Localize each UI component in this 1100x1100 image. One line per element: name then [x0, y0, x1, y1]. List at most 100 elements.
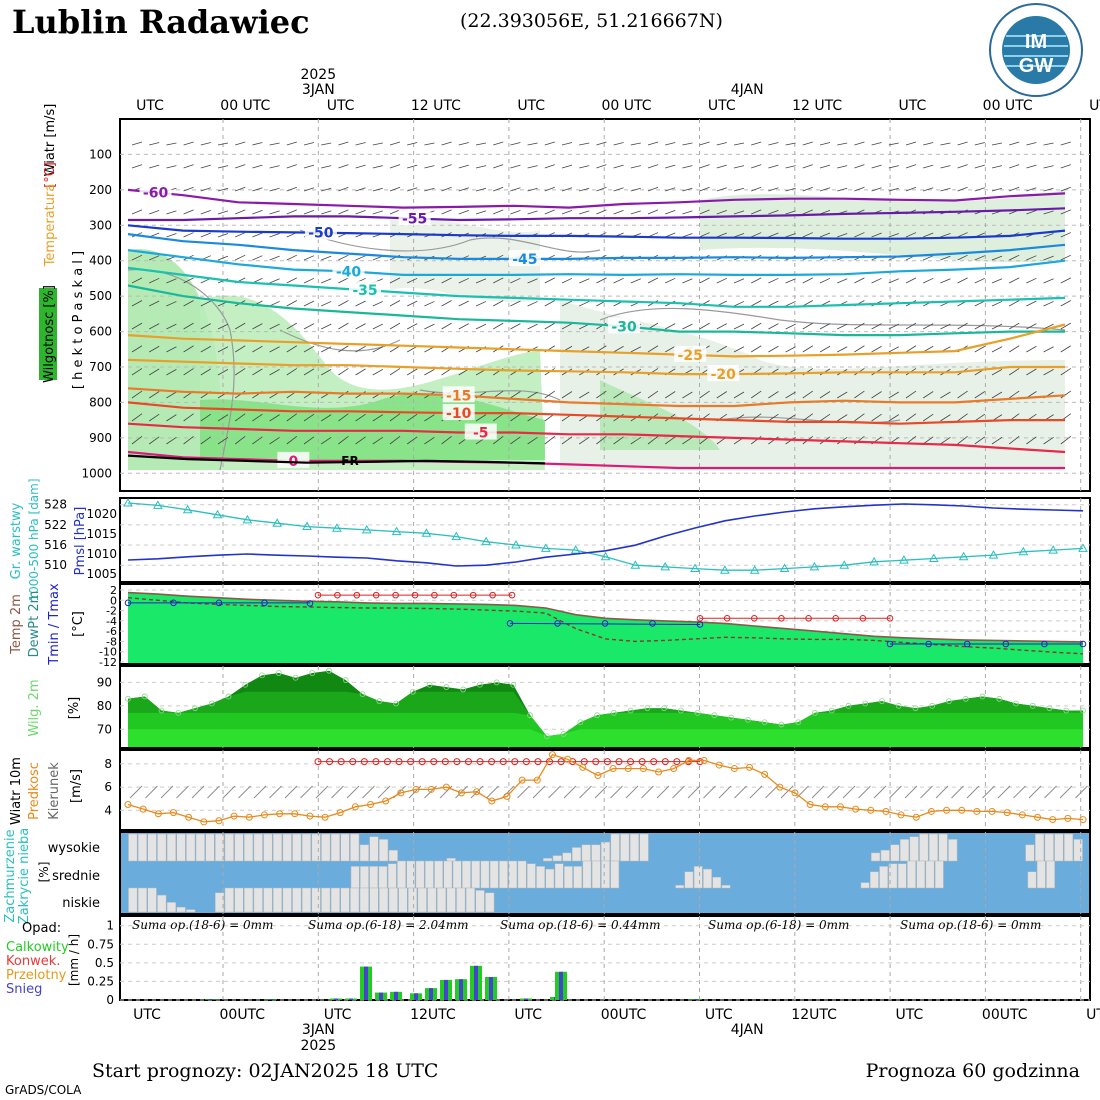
thickness-point — [182, 504, 193, 514]
wind-barb — [682, 165, 693, 169]
wind-barb — [837, 346, 848, 353]
humidity2m-label: Wilg. 2m — [27, 679, 42, 736]
temp-tick: -2 — [106, 605, 117, 618]
wind-barb — [1060, 141, 1071, 146]
cloud-bar — [292, 833, 302, 862]
wind-barb — [802, 300, 813, 307]
humidity-point — [309, 670, 316, 676]
pressure-tick: 600 — [89, 325, 112, 339]
thickness-point — [690, 563, 700, 573]
isotherm-label: -10 — [446, 406, 472, 422]
cloud-bar — [424, 860, 434, 889]
wind-barb — [1060, 345, 1072, 353]
thickness-point — [779, 563, 790, 573]
wind-barb — [613, 277, 624, 284]
wind-barb — [286, 277, 297, 284]
wind-barb — [579, 210, 590, 215]
wind-barb — [596, 186, 607, 192]
wind-barb — [561, 210, 573, 215]
wind-barb — [235, 232, 246, 238]
wind-barb — [940, 323, 951, 330]
wind-barb — [544, 186, 555, 192]
wind-barb — [338, 322, 349, 330]
wind-speed-point — [973, 807, 981, 815]
wind-barb — [355, 164, 366, 169]
wind-barb — [510, 391, 521, 399]
wind-barb — [475, 301, 487, 307]
wind-barb — [768, 300, 779, 307]
top-time-label: 00 UTC — [601, 98, 651, 114]
humidity-point — [912, 705, 919, 712]
thickness-unit-label: 1000-500 hPa [dam] — [27, 478, 41, 601]
wind-direction-tick — [780, 785, 794, 799]
wind-barb — [1026, 436, 1037, 445]
wind-barb — [407, 142, 418, 146]
wind-direction-tick — [749, 785, 763, 799]
cloud-bar — [639, 833, 649, 862]
wind-barb — [372, 301, 383, 307]
wind-speed-point — [776, 783, 784, 791]
wind-barb — [785, 187, 796, 192]
humidity-point — [778, 721, 785, 728]
wind-barb — [200, 413, 212, 422]
cloud-bar — [360, 866, 369, 889]
wind-barb — [923, 277, 934, 284]
wind-barb — [200, 300, 211, 307]
wind-speed-point — [367, 800, 375, 808]
wind-barb — [252, 323, 263, 330]
wind-barb — [407, 164, 418, 169]
precip-snow-bar — [524, 998, 528, 1000]
wind-barb — [682, 210, 693, 215]
wind-barb — [665, 232, 676, 238]
wind-barb — [888, 278, 899, 284]
isotherm-line — [127, 422, 1066, 454]
wind-speed-point — [730, 765, 738, 773]
thickness-tick: 510 — [44, 558, 67, 572]
wind-barb — [372, 165, 383, 169]
wind-direction-tick — [1059, 785, 1073, 799]
wind-barb — [286, 413, 298, 422]
wind-speed-point — [351, 803, 359, 811]
cloud-bar — [397, 860, 406, 889]
humidity-point — [158, 707, 165, 714]
pressure-tick: 200 — [89, 183, 112, 197]
wind-barb — [200, 232, 211, 238]
wind-barb — [527, 278, 538, 284]
cloud-bar — [485, 892, 495, 913]
cloud-bar — [186, 833, 196, 862]
wind-barb — [166, 142, 177, 146]
pressure-ticks: 100 200 300 400 500 600 700 800 900 1000 — [81, 147, 112, 480]
precip-tick: 0.75 — [87, 937, 114, 951]
cloud-bar — [573, 866, 583, 889]
wind-barb — [407, 277, 418, 284]
humidity-point — [627, 707, 634, 714]
cloud-bar — [600, 841, 611, 862]
cloud-bar — [157, 894, 167, 913]
wind-barb — [492, 413, 504, 422]
wind-barb — [406, 413, 418, 422]
isotherm-label: -5 — [473, 426, 489, 442]
wind-barb — [217, 255, 229, 261]
wind-barb — [802, 186, 813, 192]
precip-snow-bar — [444, 979, 448, 1000]
wind-barb — [1043, 369, 1054, 376]
wind-barb — [613, 164, 624, 169]
wind-barb — [200, 323, 211, 330]
wind-barb — [682, 233, 693, 238]
bottom-time-label: UTC — [514, 1007, 542, 1023]
wind-barb — [785, 210, 796, 215]
cloud-bar — [1046, 860, 1055, 889]
wind-direction-tick — [889, 785, 902, 799]
wind-barb — [699, 186, 710, 192]
wind-barb — [286, 186, 297, 192]
wind-direction-tick — [687, 785, 701, 799]
thickness-point — [570, 545, 581, 554]
wind-barb — [252, 164, 263, 169]
wind-barb — [407, 187, 418, 192]
cloud-bar — [147, 887, 157, 913]
wind-barb — [217, 165, 229, 169]
cloud-bar — [224, 887, 234, 913]
bottom-time-axis: UTC 00UTC UTC 12UTC UTC 00UTC UTC 12UTC UTC 00UTC… — [133, 1007, 1100, 1054]
wind-barb — [578, 436, 590, 445]
wind-barb — [493, 277, 504, 284]
